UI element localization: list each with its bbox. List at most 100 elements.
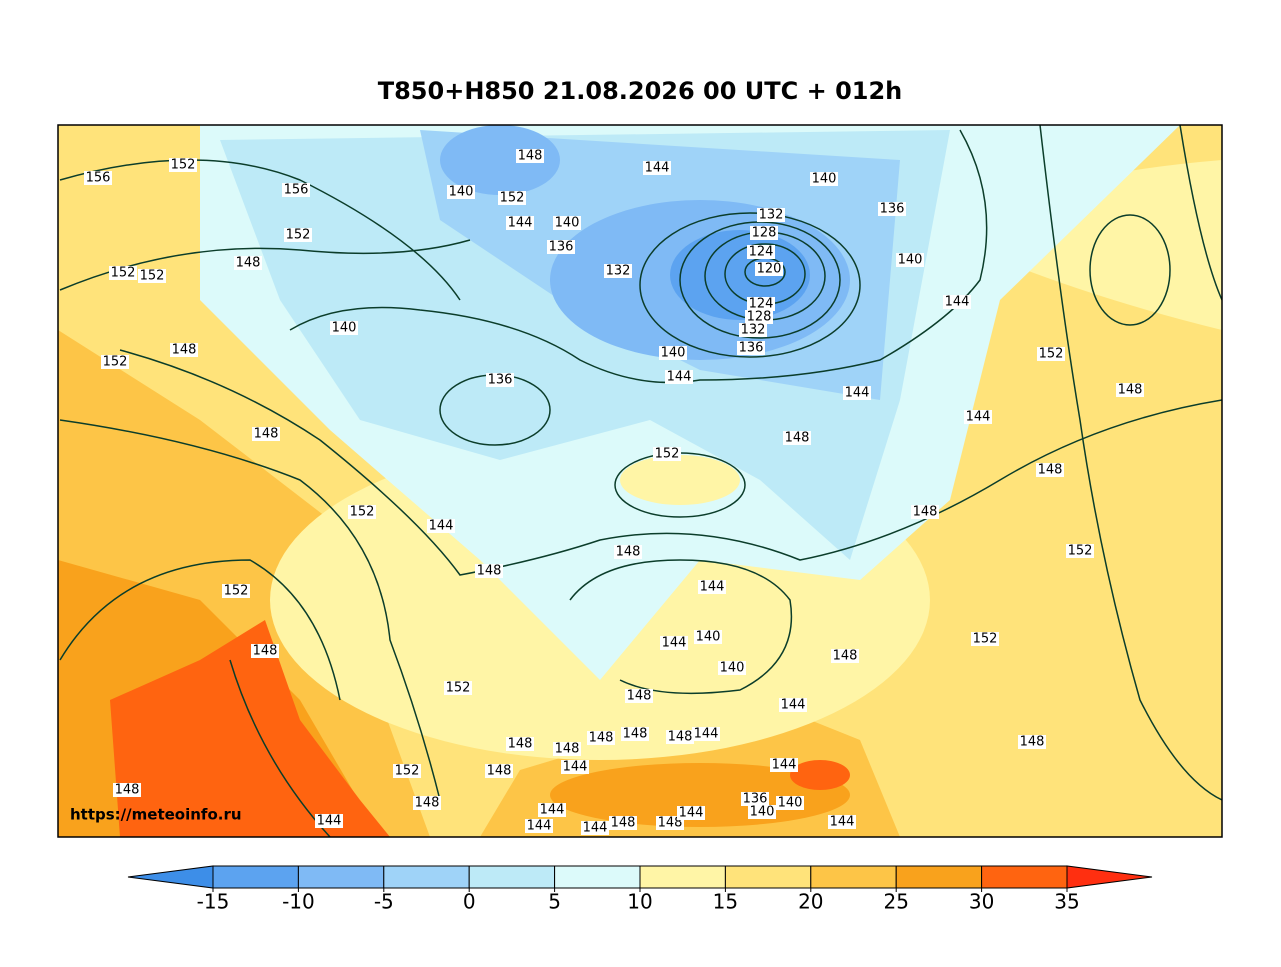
contour-label: 148 (611, 816, 636, 831)
contour-label-bg (1037, 347, 1065, 361)
colorbar-bin (212, 865, 299, 889)
contour-label-bg (234, 256, 262, 270)
contour-label: 140 (778, 796, 803, 811)
contour-label-bg (553, 742, 581, 756)
contour-label-bg (1036, 463, 1064, 477)
contour-label-bg (1066, 544, 1094, 558)
contour-label: 140 (555, 216, 580, 231)
contour-label: 148 (1038, 463, 1063, 478)
contour-label-bg (330, 321, 358, 335)
contour-label-bg (911, 505, 939, 519)
colorbar-bin (895, 865, 983, 889)
contour-label: 156 (86, 171, 111, 186)
contour-label-bg (755, 262, 783, 276)
contour-label-bg (718, 661, 746, 675)
contour-label: 144 (830, 815, 855, 830)
colorbar-tick-label: -15 (197, 890, 230, 914)
contour-label: 144 (966, 410, 991, 425)
contour-label-bg (659, 346, 687, 360)
contour-label: 140 (449, 185, 474, 200)
contour-label: 136 (743, 792, 768, 807)
contour-label: 132 (759, 208, 784, 223)
contour-label-bg (538, 803, 566, 817)
contour-label: 152 (111, 266, 136, 281)
contour-label: 128 (752, 226, 777, 241)
contour-label: 148 (913, 505, 938, 520)
contour-label: 144 (694, 727, 719, 742)
colorbar-bin (810, 865, 897, 889)
contour-label: 140 (696, 630, 721, 645)
contour-label: 132 (606, 264, 631, 279)
contour-label: 148 (627, 689, 652, 704)
contour-label: 152 (1039, 347, 1064, 362)
contour-label: 148 (477, 564, 502, 579)
contour-label-bg (783, 431, 811, 445)
contour-label: 148 (415, 796, 440, 811)
contour-label: 148 (616, 545, 641, 560)
contour-label: 144 (527, 819, 552, 834)
colorbar-tick-label: -10 (282, 890, 315, 914)
contour-label-bg (745, 310, 773, 324)
contour-label: 148 (253, 644, 278, 659)
contour-label: 152 (286, 228, 311, 243)
watermark: https://meteoinfo.ru (70, 806, 242, 824)
contour-label: 144 (772, 758, 797, 773)
contour-label-bg (677, 806, 705, 820)
contour-label-bg (666, 730, 694, 744)
contour-label-bg (169, 158, 197, 172)
map-frame (57, 124, 1223, 838)
contour-label: 152 (140, 269, 165, 284)
contour-label-bg (971, 632, 999, 646)
contour-label: 144 (645, 161, 670, 176)
colorbar-arrow (1066, 865, 1153, 889)
contour-label-bg (84, 171, 112, 185)
contour-label-bg (561, 760, 589, 774)
contour-label-bg (692, 727, 720, 741)
contour-label: 148 (487, 764, 512, 779)
contour-label: 148 (1118, 383, 1143, 398)
contour-label-bg (284, 228, 312, 242)
contour-label: 144 (540, 803, 565, 818)
contour-label: 152 (350, 505, 375, 520)
contour-label-bg (776, 796, 804, 810)
colorbar-tick-label: 30 (969, 890, 994, 914)
contour-label-bg (779, 698, 807, 712)
contour-label-bg (101, 355, 129, 369)
contour-label: 128 (747, 310, 772, 325)
contour-label-bg (750, 226, 778, 240)
contour-label-bg (964, 410, 992, 424)
contour-label: 152 (171, 158, 196, 173)
contour-label: 136 (488, 373, 513, 388)
contour-label-bg (393, 764, 421, 778)
contour-label-bg (698, 580, 726, 594)
contour-label-bg (506, 216, 534, 230)
title: T850+H850 21.08.2026 00 UTC + 012h (378, 77, 903, 105)
contour-label: 144 (429, 519, 454, 534)
contour-label: 148 (589, 731, 614, 746)
contour-label: 144 (563, 760, 588, 775)
contour-label-bg (525, 819, 553, 833)
contour-label-bg (447, 185, 475, 199)
contour-label-bg (747, 297, 775, 311)
contour-label: 148 (785, 431, 810, 446)
contour-label: 148 (172, 343, 197, 358)
colorbar-bin (639, 865, 726, 889)
colorbar-bin (724, 865, 812, 889)
contour-label-bg (943, 295, 971, 309)
colorbar-tick-label: 15 (713, 890, 738, 914)
colorbar-tick-label: 10 (627, 890, 652, 914)
contour-label: 148 (668, 730, 693, 745)
contour-label: 144 (945, 295, 970, 310)
colorbar-bin (468, 865, 556, 889)
contour-label-bg (770, 758, 798, 772)
colorbar-bin (297, 865, 385, 889)
contour-label: 136 (739, 341, 764, 356)
contour-label-bg (896, 253, 924, 267)
contour-label: 144 (583, 821, 608, 836)
contour-label: 148 (508, 737, 533, 752)
contour-label-bg (516, 149, 544, 163)
colorbar-tick-label: -5 (374, 890, 394, 914)
contour-label-bg (282, 183, 310, 197)
contour-label: 148 (623, 727, 648, 742)
contour-label-bg (604, 264, 632, 278)
